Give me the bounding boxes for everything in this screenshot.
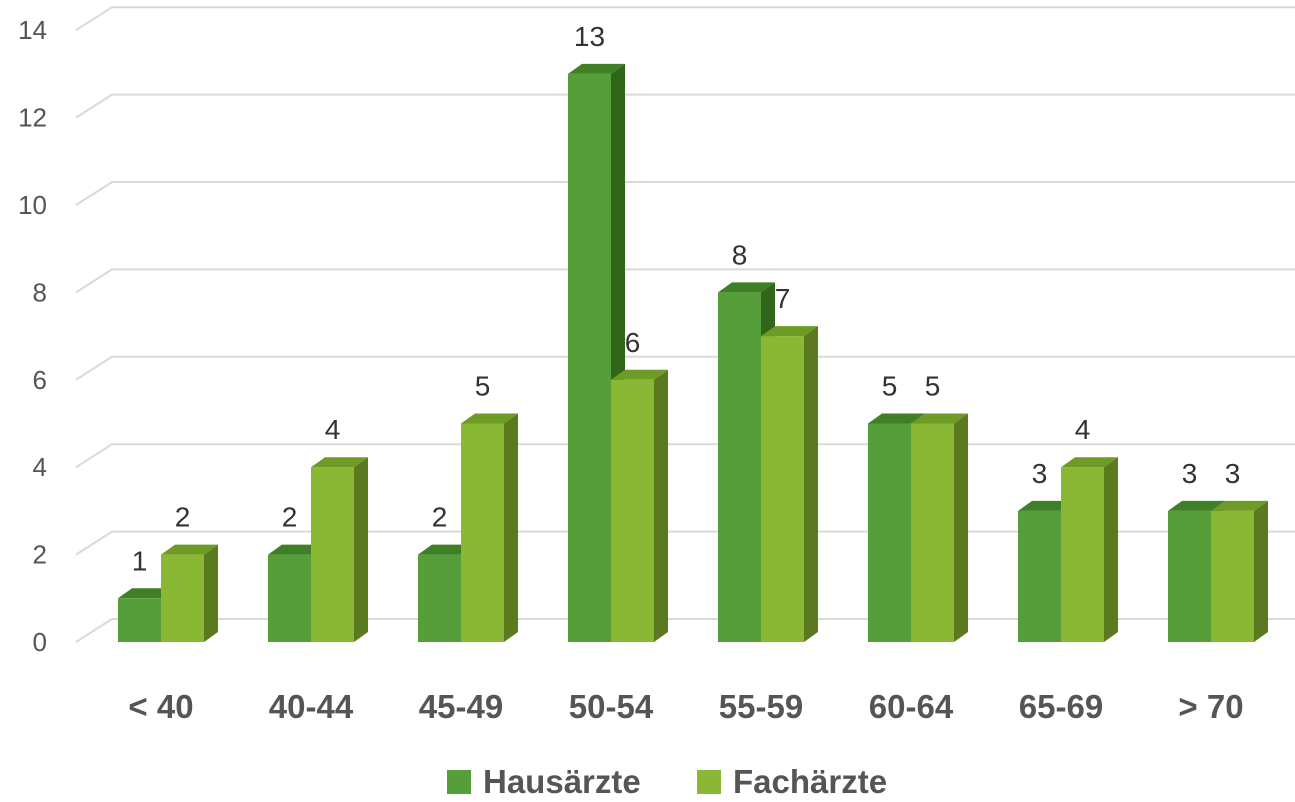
bar-side [204,544,218,642]
bar-front [418,554,461,642]
bar-front [118,598,161,642]
bar-front [1211,510,1254,642]
data-label: 3 [1182,458,1198,489]
data-label: 3 [1225,458,1241,489]
legend-label: Hausärzte [483,763,641,800]
gridline [75,6,1295,32]
y-tick-label: 8 [33,277,47,307]
bar-side [354,457,368,642]
data-label: 3 [1032,458,1048,489]
bar-front [611,379,654,642]
y-tick-label: 6 [33,365,47,395]
bar-top [161,544,218,555]
bars [118,63,1268,642]
bar-fachaerzte [761,326,818,642]
bar-fachaerzte [161,544,218,642]
bar-side [1254,500,1268,642]
x-axis-ticks: < 40 40-44 45-49 50-54 55-59 60-64 65-69 > 70 [128,688,1243,725]
bar-top [1211,500,1268,511]
bar-top [761,326,818,337]
bar-top [418,544,475,555]
bar-front [461,423,504,642]
bar-top [268,544,325,555]
bar-front [1018,510,1061,642]
data-label: 2 [175,502,191,533]
legend-swatch [697,770,721,794]
data-label: 7 [775,283,791,314]
bar-side [654,369,668,642]
data-label: 13 [574,21,605,52]
data-label: 5 [882,371,898,402]
legend-label: Fachärzte [733,763,887,800]
bar-front [161,554,204,642]
legend-swatch [447,770,471,794]
data-label: 4 [1075,414,1091,445]
y-tick-label: 2 [33,540,47,570]
bar-top [118,588,175,599]
x-tick-label: 50-54 [569,688,654,725]
bar-side [954,413,968,642]
y-tick-label: 10 [18,190,47,220]
data-label: 5 [475,371,491,402]
x-tick-label: 45-49 [419,688,503,725]
gridline [75,355,1295,381]
gridline [75,181,1295,206]
bar-front [761,336,804,642]
data-label: 4 [325,414,341,445]
bar-side [504,413,518,642]
bar-front [718,292,761,642]
bar-fachaerzte [611,369,668,642]
bar-top [1061,457,1118,468]
x-tick-label: 40-44 [269,688,354,725]
bar-fachaerzte [911,413,968,642]
bar-fachaerzte [461,413,518,642]
x-tick-label: 60-64 [869,688,954,725]
bar-top [1018,500,1075,511]
legend: Hausärzte Fachärzte [447,763,887,800]
bar-front [868,423,911,642]
bar-top [911,413,968,424]
bar-fachaerzte [1061,457,1118,642]
bar-fachaerzte [311,457,368,642]
gridlines [75,6,1295,643]
gridline [75,268,1295,294]
bar-top [311,457,368,468]
y-tick-label: 0 [33,627,47,657]
data-label: 8 [732,239,748,270]
bar-top [568,63,625,74]
x-tick-label: 65-69 [1019,688,1103,725]
bar-top [1168,500,1225,511]
bar-side [804,326,818,642]
bar-top [718,282,775,293]
bar-front [911,423,954,642]
bar-side [1104,457,1118,642]
bar-top [868,413,925,424]
bar-front [268,554,311,642]
x-tick-label: > 70 [1178,688,1243,725]
bar-front [1168,510,1211,642]
data-label: 2 [432,502,448,533]
data-label: 5 [925,371,941,402]
y-tick-label: 12 [18,103,47,133]
bar-front [1061,467,1104,642]
bar-front [568,73,611,642]
data-label: 6 [625,327,641,358]
bar-top [461,413,518,424]
y-axis-ticks: 0 2 4 6 8 10 12 14 [18,15,47,657]
y-tick-label: 4 [33,452,47,482]
bar-fachaerzte [1211,500,1268,642]
data-label: 2 [282,502,298,533]
bar-front [311,467,354,642]
bar-top [611,369,668,380]
x-tick-label: 55-59 [719,688,803,725]
x-tick-label: < 40 [128,688,193,725]
data-label: 1 [132,545,148,576]
gridline [75,93,1295,119]
y-tick-label: 14 [18,15,47,45]
